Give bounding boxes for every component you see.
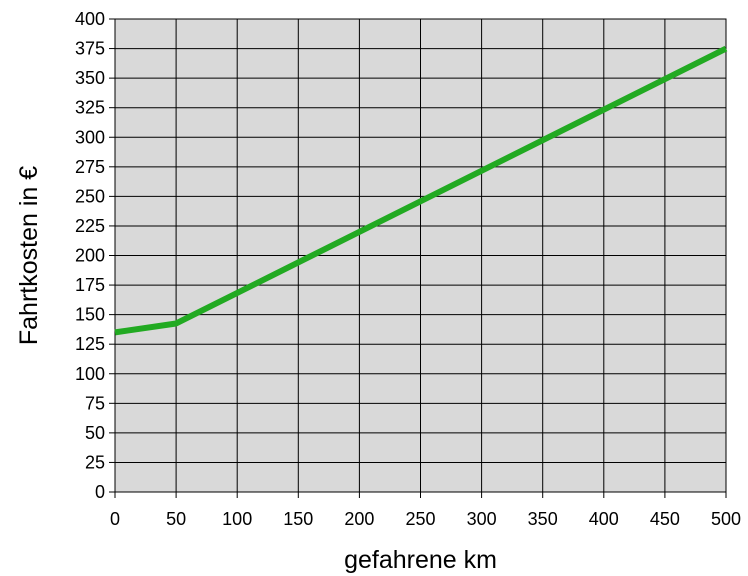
y-tick-label: 25 <box>85 452 105 472</box>
y-tick-label: 350 <box>75 68 105 88</box>
x-tick-label: 250 <box>405 509 435 529</box>
x-tick-label: 500 <box>711 509 741 529</box>
y-tick-label: 300 <box>75 127 105 147</box>
x-tick-label: 100 <box>222 509 252 529</box>
x-axis-label: gefahrene km <box>344 546 497 574</box>
y-tick-label: 200 <box>75 246 105 266</box>
x-tick-label: 200 <box>344 509 374 529</box>
y-tick-label: 100 <box>75 364 105 384</box>
series-group <box>114 45 728 336</box>
y-tick-label: 0 <box>95 482 105 502</box>
grid-lines <box>114 18 727 493</box>
x-axis-ticks: 0 50 100 150 200 250 300 350 400 450 500 <box>110 492 741 529</box>
y-axis-label: Fahrtkosten in € <box>15 166 43 345</box>
x-tick-label: 350 <box>528 509 558 529</box>
y-tick-label: 75 <box>85 393 105 413</box>
y-tick-label: 325 <box>75 98 105 118</box>
x-tick-label: 400 <box>589 509 619 529</box>
y-tick-label: 175 <box>75 275 105 295</box>
y-tick-label: 275 <box>75 157 105 177</box>
x-tick-label: 300 <box>467 509 497 529</box>
x-tick-label: 450 <box>650 509 680 529</box>
x-tick-label: 50 <box>166 509 186 529</box>
y-axis-ticks: 0 25 50 75 100 125 150 175 200 225 250 275 300 325 350… <box>75 9 115 502</box>
x-tick-label: 0 <box>110 509 120 529</box>
y-tick-label: 250 <box>75 186 105 206</box>
y-tick-label: 400 <box>75 9 105 29</box>
y-tick-label: 225 <box>75 216 105 236</box>
y-tick-label: 50 <box>85 423 105 443</box>
y-tick-label: 125 <box>75 334 105 354</box>
y-tick-label: 375 <box>75 39 105 59</box>
series-line <box>114 45 728 336</box>
x-tick-label: 150 <box>283 509 313 529</box>
y-tick-label: 150 <box>75 305 105 325</box>
